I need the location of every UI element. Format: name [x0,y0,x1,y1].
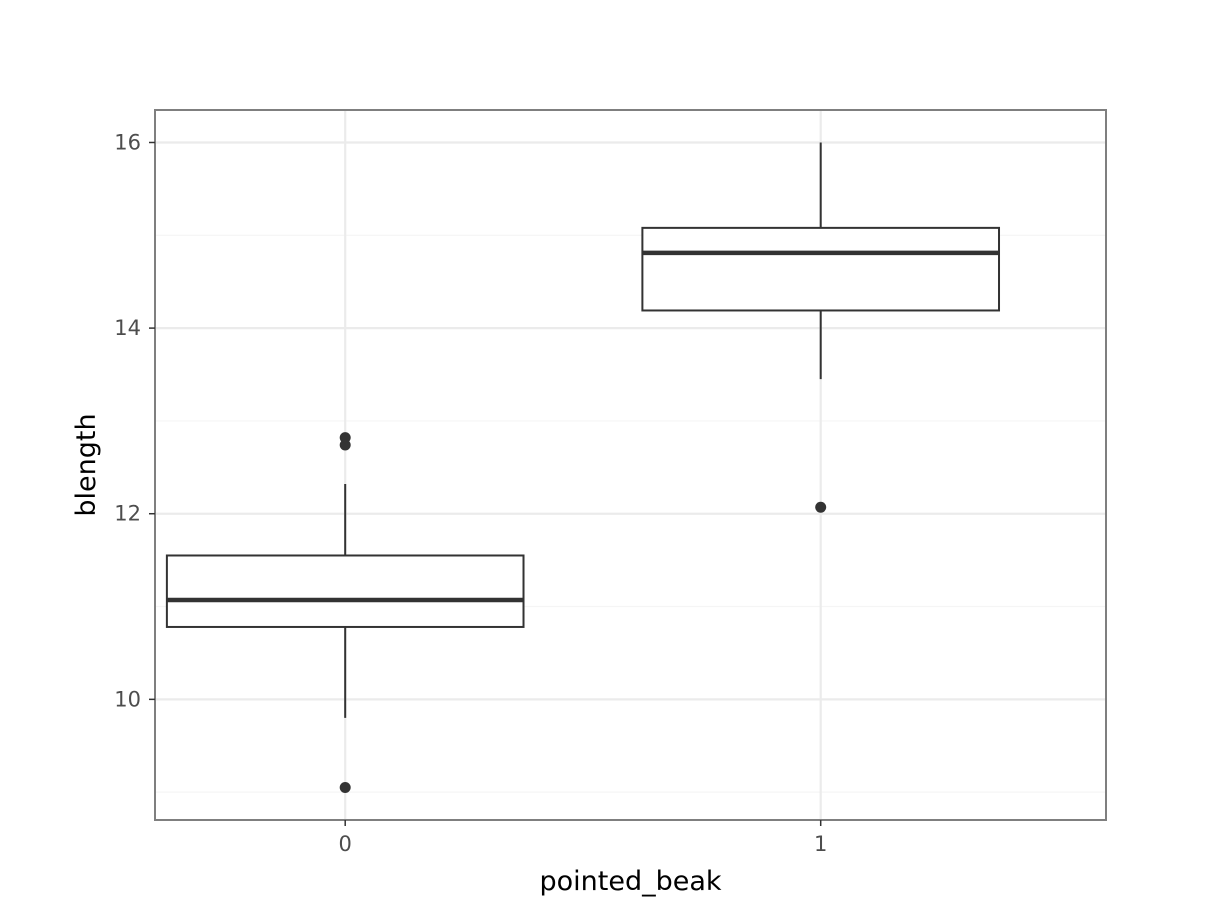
y-axis-title: blength [71,413,102,516]
box-group-0 [165,432,525,794]
x-axis-title: pointed_beak [539,866,721,897]
x-tick-label: 1 [814,832,827,856]
iqr-box [165,554,525,628]
iqr-box [641,226,1001,312]
panel-border [154,109,1107,821]
y-axis-ticks: 10 12 14 16 [114,130,155,711]
y-tick-label: 16 [114,130,141,154]
y-tick-label: 12 [114,502,141,526]
outlier-point [815,501,827,513]
x-tick-label: 0 [339,832,352,856]
y-tick-label: 14 [114,316,141,340]
y-tick-label: 10 [114,687,141,711]
box-series [165,142,1001,794]
box-group-1 [641,142,1001,513]
outlier-point [339,782,351,794]
outlier-point [339,432,351,444]
